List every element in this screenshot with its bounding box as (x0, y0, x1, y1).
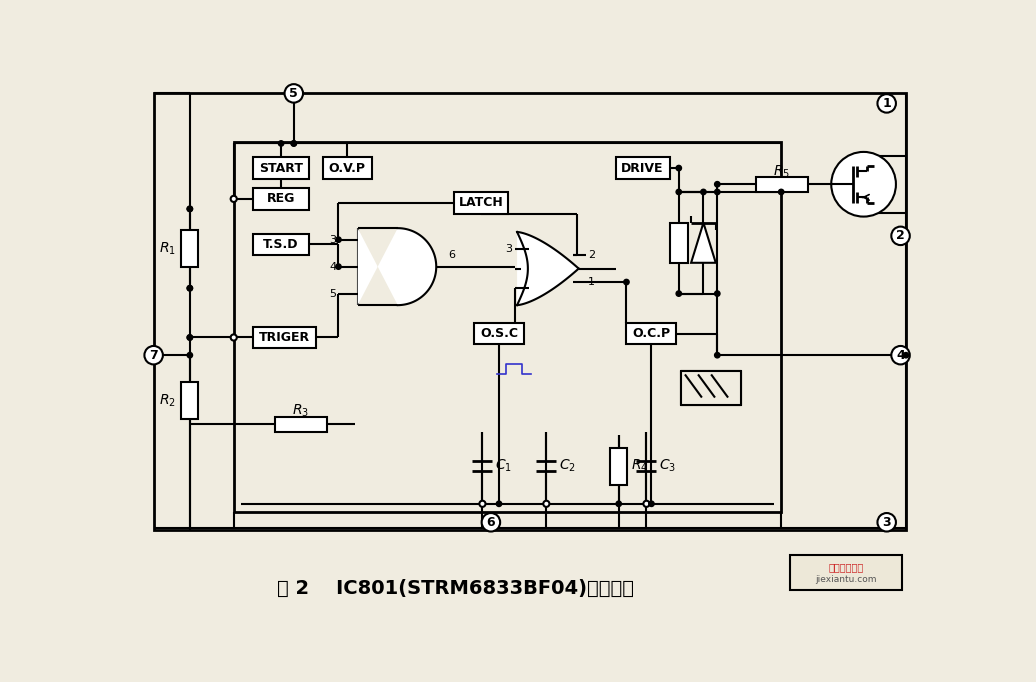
Circle shape (715, 353, 720, 358)
Circle shape (188, 206, 193, 211)
Text: 3: 3 (329, 235, 336, 245)
Bar (474, 323, 524, 344)
Bar (181, 382, 198, 419)
Bar (275, 417, 327, 432)
Text: $R_1$: $R_1$ (160, 240, 176, 256)
Text: 5: 5 (329, 288, 336, 299)
Circle shape (700, 189, 707, 194)
Bar (756, 177, 808, 192)
Text: LATCH: LATCH (459, 196, 503, 209)
Circle shape (188, 286, 193, 291)
Text: $C_2$: $C_2$ (558, 458, 576, 474)
Circle shape (891, 226, 910, 245)
Bar (323, 158, 372, 179)
Bar (153, 93, 905, 530)
Text: 6: 6 (449, 250, 455, 261)
Text: 4: 4 (329, 262, 336, 271)
Circle shape (643, 501, 650, 507)
Text: O.C.P: O.C.P (632, 327, 670, 340)
Text: TRIGER: TRIGER (259, 331, 310, 344)
Text: 图 2    IC801(STRM6833BF04)内部结构: 图 2 IC801(STRM6833BF04)内部结构 (277, 579, 634, 598)
Text: $C_3$: $C_3$ (659, 458, 675, 474)
Circle shape (480, 501, 486, 507)
Text: jiexiantu.com: jiexiantu.com (815, 575, 876, 584)
Circle shape (877, 513, 896, 531)
Circle shape (188, 335, 193, 340)
Text: T.S.D: T.S.D (263, 238, 298, 251)
Circle shape (616, 501, 622, 507)
Text: 5: 5 (289, 87, 298, 100)
Bar (253, 188, 309, 209)
Bar (790, 555, 902, 590)
Circle shape (188, 286, 193, 291)
Circle shape (831, 152, 896, 217)
Circle shape (649, 501, 654, 507)
Text: O.V.P: O.V.P (328, 162, 366, 175)
Text: START: START (259, 162, 304, 175)
Text: $C_1$: $C_1$ (495, 458, 512, 474)
Text: 3: 3 (506, 244, 513, 254)
Bar (669, 223, 688, 263)
Bar (681, 372, 741, 405)
Polygon shape (691, 223, 716, 263)
Circle shape (188, 206, 193, 211)
Circle shape (188, 353, 193, 358)
Circle shape (677, 189, 682, 194)
Text: DRIVE: DRIVE (622, 162, 664, 175)
Circle shape (715, 291, 720, 296)
Text: $R_4$: $R_4$ (631, 458, 649, 474)
Bar (181, 230, 198, 267)
Circle shape (778, 189, 784, 194)
Circle shape (144, 346, 163, 364)
Circle shape (231, 196, 237, 202)
Bar (610, 447, 627, 484)
Circle shape (482, 513, 500, 531)
Text: 6: 6 (487, 516, 495, 529)
Bar (615, 158, 669, 179)
Bar (253, 233, 309, 255)
Text: 1: 1 (588, 277, 595, 287)
Circle shape (543, 501, 549, 507)
Circle shape (715, 189, 720, 194)
Text: $R_2$: $R_2$ (160, 392, 176, 409)
Text: 1: 1 (883, 97, 891, 110)
Circle shape (624, 280, 629, 285)
Polygon shape (517, 232, 579, 305)
Circle shape (903, 353, 909, 358)
Bar (253, 158, 309, 179)
Circle shape (877, 94, 896, 113)
Circle shape (279, 140, 284, 146)
Bar (253, 327, 316, 349)
Circle shape (677, 291, 682, 296)
Text: $R_3$: $R_3$ (292, 402, 309, 419)
Circle shape (285, 84, 304, 102)
Circle shape (677, 165, 682, 170)
Bar (454, 192, 508, 213)
Circle shape (291, 140, 296, 146)
Bar (627, 323, 677, 344)
Circle shape (188, 335, 193, 340)
Text: 3: 3 (883, 516, 891, 529)
Text: $R_5$: $R_5$ (774, 164, 790, 180)
Circle shape (496, 501, 501, 507)
Text: O.S.C: O.S.C (480, 327, 518, 340)
Circle shape (891, 346, 910, 364)
Circle shape (715, 181, 720, 187)
Circle shape (231, 334, 237, 340)
Bar (234, 142, 781, 512)
Circle shape (291, 140, 296, 146)
Polygon shape (357, 228, 436, 305)
Text: 2: 2 (896, 229, 904, 242)
Text: 7: 7 (149, 349, 159, 361)
Text: 4: 4 (896, 349, 904, 361)
Text: REG: REG (267, 192, 295, 205)
Circle shape (336, 264, 341, 269)
Circle shape (336, 237, 341, 242)
Text: 电工技术之家: 电工技术之家 (828, 562, 863, 572)
Text: 2: 2 (588, 250, 595, 260)
